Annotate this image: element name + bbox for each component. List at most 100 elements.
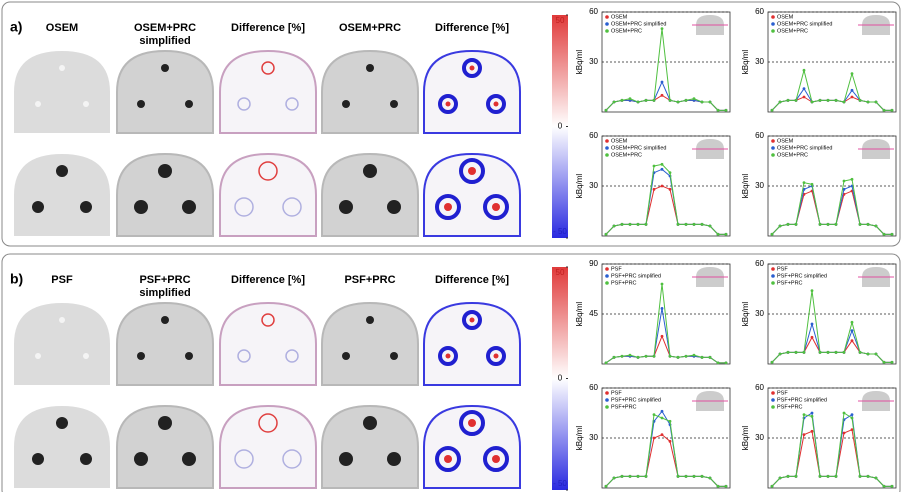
column-header: Difference [%] [220, 274, 316, 287]
lesion [366, 64, 374, 72]
y-tick-label: 45 [589, 309, 598, 318]
line-chart: 3060kBq/mlOSEMOSEM+PRC simplifiedOSEM+PR… [575, 131, 730, 236]
data-point [771, 361, 774, 364]
legend-label: PSF+PRC [611, 280, 637, 286]
data-point [613, 477, 616, 480]
data-point [891, 109, 894, 112]
data-point [787, 475, 790, 478]
data-point [685, 355, 688, 358]
data-point [875, 353, 878, 356]
data-point [709, 101, 712, 104]
data-point [891, 233, 894, 236]
lesion [342, 100, 350, 108]
data-point [819, 99, 822, 102]
legend-marker [605, 405, 609, 409]
lesion [390, 100, 398, 108]
data-point [827, 223, 830, 226]
data-point [701, 356, 704, 359]
data-point [851, 339, 854, 342]
data-point [875, 101, 878, 104]
legend-marker [605, 391, 609, 395]
legend-label: OSEM+PRC [777, 152, 808, 158]
phantom [117, 303, 213, 385]
data-point [843, 180, 846, 183]
data-point [843, 412, 846, 415]
data-point [835, 223, 838, 226]
lesion [56, 417, 68, 429]
data-point [701, 475, 704, 478]
data-point [613, 356, 616, 359]
y-tick-label: 60 [589, 131, 598, 140]
data-point [795, 475, 798, 478]
data-point [661, 433, 664, 436]
data-point [827, 99, 830, 102]
lesion [137, 352, 145, 360]
y-tick-label: 30 [755, 309, 764, 318]
legend-marker [605, 398, 609, 402]
data-point [883, 109, 886, 112]
y-tick-label: 60 [755, 131, 764, 140]
lesion [35, 353, 41, 359]
legend-label: OSEM+PRC [611, 152, 642, 158]
data-point [835, 475, 838, 478]
y-tick-label: 30 [589, 181, 598, 190]
legend-label: PSF+PRC [777, 280, 803, 286]
legend-marker [771, 391, 775, 395]
data-point [605, 361, 608, 364]
data-point [787, 223, 790, 226]
y-axis-label: kBq/ml [741, 302, 750, 327]
lesion [468, 419, 476, 427]
y-tick-label: 60 [755, 259, 764, 268]
lesion [185, 352, 193, 360]
lesion [59, 65, 65, 71]
data-point [661, 335, 664, 338]
lesion [446, 354, 451, 359]
phantom [117, 51, 213, 133]
data-point [645, 99, 648, 102]
data-point [779, 101, 782, 104]
legend-label: OSEM+PRC simplified [611, 145, 666, 151]
data-point [843, 101, 846, 104]
data-point [693, 223, 696, 226]
data-point [811, 101, 814, 104]
data-point [811, 289, 814, 292]
y-tick-label: 60 [589, 383, 598, 392]
data-point [685, 99, 688, 102]
legend-marker [771, 405, 775, 409]
lesion [444, 203, 452, 211]
data-point [811, 430, 814, 433]
data-point [851, 329, 854, 332]
line-chart: 4590kBq/mlPSFPSF+PRC simplifiedPSF+PRC [575, 259, 730, 364]
y-tick-label: 60 [755, 383, 764, 392]
lesion [161, 64, 169, 72]
data-point [811, 183, 814, 186]
data-point [851, 413, 854, 416]
data-point [653, 413, 656, 416]
data-point [669, 99, 672, 102]
data-point [717, 361, 720, 364]
data-point [779, 353, 782, 356]
data-point [819, 475, 822, 478]
phantom [14, 51, 110, 133]
data-point [693, 475, 696, 478]
data-point [819, 351, 822, 354]
lesion [387, 452, 401, 466]
lesion [134, 200, 148, 214]
lesion [470, 66, 475, 71]
data-point [867, 223, 870, 226]
data-point [637, 356, 640, 359]
data-point [843, 432, 846, 435]
lesion [56, 165, 68, 177]
lesion [363, 416, 377, 430]
data-point [661, 417, 664, 420]
data-point [661, 410, 664, 413]
legend-marker [771, 398, 775, 402]
data-point [811, 323, 814, 326]
data-point [661, 27, 664, 30]
data-point [693, 97, 696, 100]
data-point [613, 101, 616, 104]
column-header: OSEM+PRC [322, 22, 418, 35]
colorbar-label: 50 [556, 268, 565, 277]
data-point [621, 99, 624, 102]
